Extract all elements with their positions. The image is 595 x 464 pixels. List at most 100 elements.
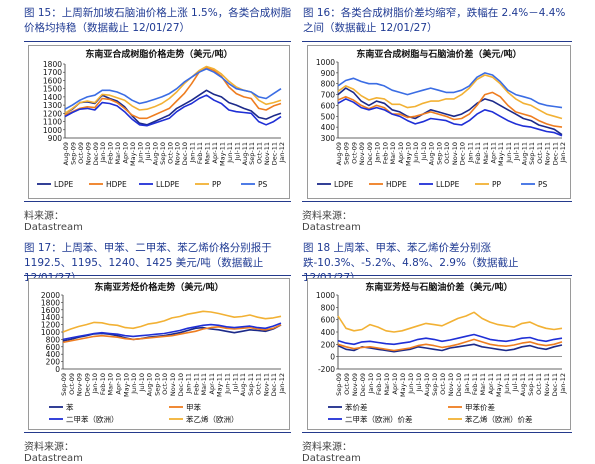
x-tick-label: Feb-11 [196,142,204,164]
x-tick-label: Aug-09 [335,142,343,165]
series-line [337,91,563,128]
x-tick-label: Jul-10 [415,373,423,392]
x-tick-label: Mar-11 [204,142,212,164]
series-line [64,94,282,127]
legend-label: LLDPE [156,180,180,189]
x-tick-label: Oct-10 [443,142,451,164]
x-tick-label: Jul-11 [231,373,239,392]
x-tick-label: Nov-11 [263,142,271,165]
x-tick-label: Dec-09 [366,142,374,165]
legend-item: 甲苯价差 [448,402,495,412]
y-tick-label: 1000 [41,328,60,337]
y-tick-label: 800 [321,303,336,312]
x-tick-label: Mar-10 [107,373,115,395]
y-tick-label: 1000 [43,126,62,135]
chart-title: 东南亚芳烃价格走势（美元/吨） [94,281,223,293]
y-tick-label: 500 [321,112,336,121]
y-tick-label: 1500 [43,85,62,94]
x-tick-label: Mar-11 [479,373,487,395]
x-tick-label: Aug-09 [62,142,70,165]
legend-label: HDPE [386,180,407,189]
y-tick-label: 1100 [43,118,62,127]
x-tick-label: Jan-12 [278,373,286,395]
legend-item: LDPE [37,180,73,189]
legend-label: 甲苯价差 [465,402,495,412]
x-tick-label: Oct-09 [77,142,85,164]
x-tick-label: Oct-10 [166,142,174,164]
series-line [337,74,563,120]
x-tick-label: Dec-09 [359,373,367,396]
y-tick-label: 900 [48,134,63,143]
x-tick-label: Jan-11 [466,142,474,164]
x-tick-label: Dec-10 [455,373,463,396]
x-tick-label: Sep-09 [69,142,77,165]
source-note: 料来源：Datastream [24,211,83,233]
y-tick-label: 400 [321,123,336,132]
x-tick-label: Feb-10 [99,373,107,395]
y-tick-label: 600 [46,343,61,352]
figure-caption: 图 15：上周新加坡石脑油价格上涨 1.5%，各类合成树脂价格均持稳（数据截止 … [24,7,292,34]
legend-item: 苯乙烯（欧洲） [169,414,239,424]
x-tick-label: Apr-10 [391,373,399,394]
x-tick-label: Oct-09 [68,373,76,395]
x-tick-label: Feb-10 [381,142,389,164]
x-tick-label: Jan-10 [91,373,99,395]
caption-rule [24,41,291,42]
x-tick-label: Jun-11 [224,373,232,395]
series-line [337,343,563,353]
x-tick-label: Mar-10 [389,142,397,164]
legend-label: LDPE [54,180,73,189]
x-tick-label: Jun-11 [503,373,511,395]
x-tick-label: Feb-10 [375,373,383,395]
caption-rule [302,41,572,42]
legend-label: LLDPE [436,180,460,189]
x-tick-label: Oct-11 [256,142,264,164]
y-tick-label: 900 [321,69,336,78]
legend-item: 二甲苯（欧洲） [49,414,119,424]
x-tick-label: Oct-09 [343,373,351,395]
x-tick-label: Jul-10 [138,373,146,392]
x-tick-label: Oct-09 [350,142,358,164]
chart-title: 东南亚合成树脂价格走势（美元/吨） [85,48,232,60]
legend-label: 苯价差 [345,402,368,412]
x-tick-label: Nov-11 [544,142,552,165]
legend-item: PS [521,180,548,189]
x-tick-label: Jun-10 [407,373,415,395]
series-line [64,66,282,120]
x-tick-label: Apr-11 [487,373,495,394]
y-tick-label: 1400 [41,313,60,322]
source-note: 资料来源：Datastream [302,442,361,464]
x-tick-label: Aug-10 [151,142,159,165]
legend-label: PP [492,180,502,189]
x-tick-label: Aug-11 [241,142,249,165]
x-tick-label: Jul-11 [513,142,521,161]
y-tick-label: 600 [321,101,336,110]
x-tick-label: Apr-11 [489,142,497,163]
x-tick-label: Jan-12 [278,142,286,164]
y-tick-label: 800 [46,335,61,344]
x-tick-label: Sep-11 [528,142,536,165]
x-tick-label: Jun-11 [226,142,234,164]
legend-item: 甲苯 [169,402,201,412]
x-tick-label: Sep-09 [343,142,351,165]
legend-label: 苯乙烯（欧洲） [186,414,239,424]
x-tick-label: Jan-12 [559,373,567,395]
y-tick-label: 1800 [41,298,60,307]
x-tick-label: Apr-10 [122,142,130,163]
chart-frame: 东南亚芳烃价格走势（美元/吨） 2000 1800 1600 1400 1200 1000 8… [28,278,290,430]
series-line [62,322,282,341]
x-tick-label: Feb-10 [107,142,115,164]
x-tick-label: Dec-11 [551,142,559,165]
x-tick-label: Nov-11 [543,373,551,396]
x-tick-label: Sep-10 [435,142,443,165]
y-tick-label: 800 [321,80,336,89]
x-tick-label: Dec-11 [271,142,279,165]
legend-item: PP [195,180,222,189]
x-tick-label: Oct-10 [161,373,169,395]
x-tick-label: Jan-10 [99,142,107,164]
y-tick-label: 1000 [316,291,335,300]
series-line [62,310,282,333]
chart-frame: 东南亚合成树脂价格走势（美元/吨） 1800 1700 1600 1500 1400 130… [28,45,290,199]
source-rule [24,201,291,202]
x-tick-label: Oct-11 [536,142,544,164]
